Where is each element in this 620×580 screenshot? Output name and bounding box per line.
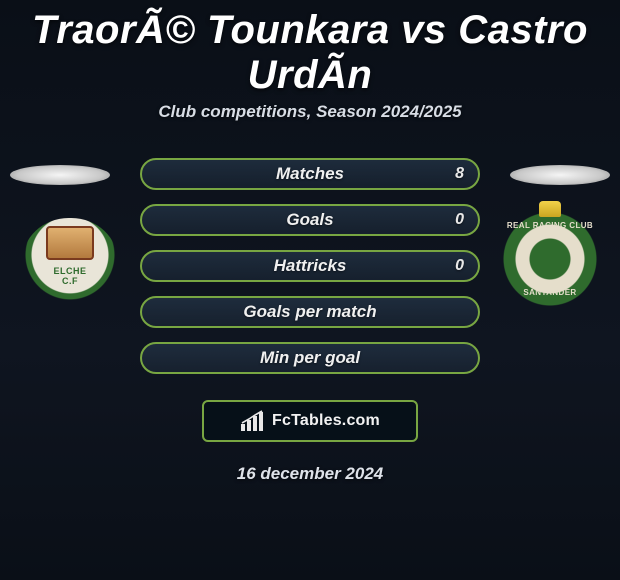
- player-right-avatar: [510, 165, 610, 185]
- stat-row-goals-per-match: Goals per match: [140, 296, 480, 328]
- stat-row-goals: Goals 0: [140, 204, 480, 236]
- club-badge-left: [20, 216, 120, 301]
- fctables-logo-icon: [240, 410, 268, 432]
- player-left-avatar: [10, 165, 110, 185]
- racing-crest-icon: REAL RACING CLUB SANTANDER: [502, 211, 598, 307]
- stat-label: Goals: [286, 210, 333, 230]
- stat-label: Hattricks: [274, 256, 347, 276]
- site-badge[interactable]: FcTables.com: [202, 400, 418, 442]
- stat-row-matches: Matches 8: [140, 158, 480, 190]
- stats-panel: Matches 8 Goals 0 Hattricks 0 Goals per …: [140, 158, 480, 374]
- stat-row-min-per-goal: Min per goal: [140, 342, 480, 374]
- stat-row-hattricks: Hattricks 0: [140, 250, 480, 282]
- elche-crest-icon: [22, 218, 118, 300]
- stat-value: 8: [455, 165, 464, 183]
- comparison-container: REAL RACING CLUB SANTANDER Matches 8 Goa…: [0, 158, 620, 388]
- stat-label: Min per goal: [260, 348, 360, 368]
- stat-label: Goals per match: [243, 302, 376, 322]
- site-badge-label: FcTables.com: [272, 412, 380, 430]
- stat-value: 0: [455, 211, 464, 229]
- stat-value: 0: [455, 257, 464, 275]
- club-badge-right: REAL RACING CLUB SANTANDER: [500, 216, 600, 301]
- subtitle: Club competitions, Season 2024/2025: [0, 102, 620, 122]
- stat-label: Matches: [276, 164, 344, 184]
- date-label: 16 december 2024: [0, 464, 620, 484]
- page-title: TraorÃ© Tounkara vs Castro UrdÃ­n: [0, 0, 620, 102]
